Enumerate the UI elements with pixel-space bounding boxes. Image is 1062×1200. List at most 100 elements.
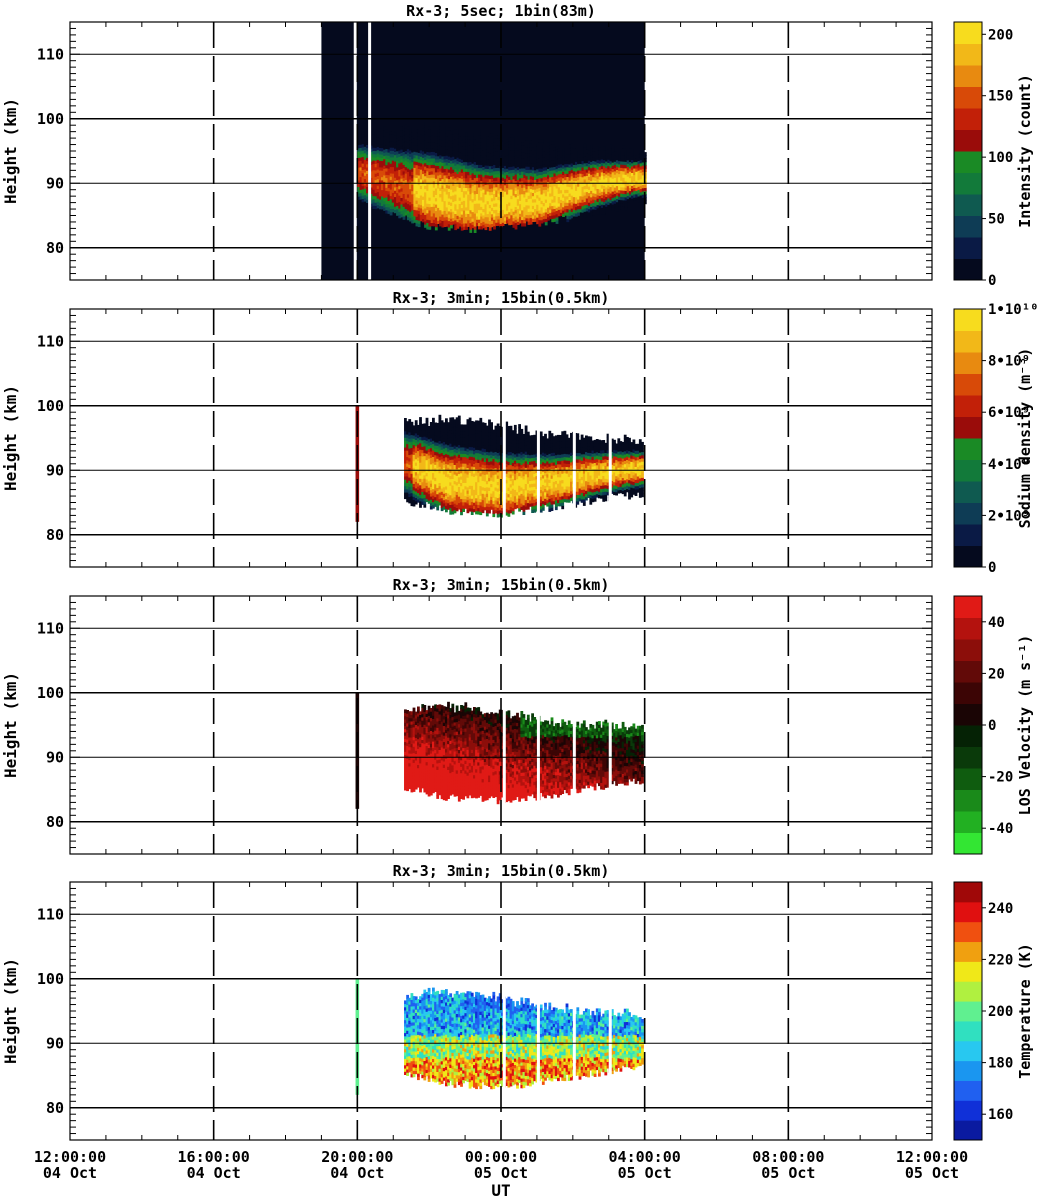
heatmap-cell xyxy=(406,194,410,198)
heatmap-cell xyxy=(469,161,473,166)
heatmap-cell xyxy=(525,182,529,186)
heatmap-cell xyxy=(596,185,600,189)
heatmap-cell xyxy=(422,151,425,155)
heatmap-cell xyxy=(426,129,430,133)
heatmap-cell xyxy=(434,149,438,153)
heatmap-cell xyxy=(575,213,578,217)
heatmap-cell xyxy=(456,183,460,187)
heatmap-cell xyxy=(443,216,447,221)
heatmap-cell xyxy=(492,442,496,447)
heatmap-cell xyxy=(434,441,437,446)
heatmap-cell xyxy=(408,477,412,481)
heatmap-cell xyxy=(440,475,444,479)
heatmap-cell xyxy=(488,175,492,180)
heatmap-cell xyxy=(417,149,421,153)
heatmap-cell xyxy=(471,150,475,155)
heatmap-cell xyxy=(494,448,498,452)
heatmap-cell xyxy=(447,220,451,225)
heatmap-cell xyxy=(454,171,458,176)
heatmap-cell xyxy=(454,184,458,189)
heatmap-cell xyxy=(425,427,429,432)
heatmap-cell xyxy=(570,182,574,187)
heatmap-cell xyxy=(547,194,550,198)
heatmap-cell xyxy=(424,130,427,135)
heatmap-cell xyxy=(468,478,472,483)
heatmap-cell xyxy=(498,500,502,504)
heatmap-cell xyxy=(439,180,442,185)
heatmap-cell xyxy=(549,205,552,210)
heatmap-cell xyxy=(583,172,587,177)
heatmap-cell xyxy=(467,194,470,198)
heatmap-cell xyxy=(485,467,489,472)
heatmap-cell xyxy=(363,159,367,163)
heatmap-cell xyxy=(454,178,458,182)
heatmap-cell xyxy=(600,210,604,215)
heatmap-cell xyxy=(429,502,433,507)
heatmap-cell xyxy=(482,179,486,184)
heatmap-cell xyxy=(359,163,363,168)
heatmap-cell xyxy=(495,180,499,185)
heatmap-cell xyxy=(440,442,444,447)
heatmap-cell xyxy=(536,159,539,163)
heatmap-cell xyxy=(471,143,475,148)
heatmap-cell xyxy=(544,215,548,219)
heatmap-cell xyxy=(583,188,587,193)
heatmap-cell xyxy=(509,509,513,514)
heatmap-cell xyxy=(568,183,572,188)
heatmap-cell xyxy=(466,419,470,423)
heatmap-cell xyxy=(417,191,421,195)
heatmap-cell xyxy=(424,166,427,170)
heatmap-cell xyxy=(374,131,378,135)
heatmap-cell xyxy=(430,170,434,175)
heatmap-cell xyxy=(432,129,436,133)
heatmap-cell xyxy=(551,173,555,177)
heatmap-cell xyxy=(594,174,598,178)
heatmap-cell xyxy=(475,507,478,512)
heatmap-cell xyxy=(415,190,419,195)
heatmap-cell xyxy=(374,170,378,174)
heatmap-cell xyxy=(516,140,520,145)
heatmap-cell xyxy=(454,165,458,169)
heatmap-cell xyxy=(507,426,511,430)
heatmap-cell xyxy=(594,148,598,152)
heatmap-cell xyxy=(462,135,466,140)
heatmap-cell xyxy=(488,480,491,485)
heatmap-cell xyxy=(471,192,475,196)
heatmap-cell xyxy=(453,477,457,482)
heatmap-cell xyxy=(493,141,496,146)
heatmap-cell xyxy=(357,186,361,191)
heatmap-cell xyxy=(538,213,542,217)
heatmap-cell xyxy=(419,459,422,463)
heatmap-cell xyxy=(366,205,369,210)
heatmap-cell xyxy=(475,199,479,204)
heatmap-cell xyxy=(637,196,641,200)
heatmap-cell xyxy=(450,218,453,222)
heatmap-cell xyxy=(468,446,472,451)
heatmap-cell xyxy=(468,437,472,441)
heatmap-cell xyxy=(441,139,445,144)
heatmap-cell xyxy=(507,448,511,453)
heatmap-cell xyxy=(572,151,576,156)
heatmap-cell xyxy=(523,184,527,188)
heatmap-cell xyxy=(434,477,437,482)
heatmap-cell xyxy=(481,448,485,452)
heatmap-cell xyxy=(481,473,485,478)
heatmap-cell xyxy=(432,440,435,445)
heatmap-cell xyxy=(429,496,433,500)
heatmap-cell xyxy=(527,159,531,164)
heatmap-cell xyxy=(359,186,363,190)
heatmap-cell xyxy=(555,194,559,199)
heatmap-cell xyxy=(568,212,572,217)
heatmap-cell xyxy=(485,432,489,436)
heatmap-cell xyxy=(404,157,408,161)
heatmap-cell xyxy=(467,152,470,156)
heatmap-cell xyxy=(633,190,636,195)
heatmap-cell xyxy=(473,486,476,490)
heatmap-cell xyxy=(434,480,437,485)
heatmap-cell xyxy=(501,183,505,188)
heatmap-cell xyxy=(453,435,457,440)
heatmap-cell xyxy=(423,433,427,437)
heatmap-cell xyxy=(529,188,533,193)
heatmap-cell xyxy=(486,184,490,189)
heatmap-cell xyxy=(564,189,567,194)
